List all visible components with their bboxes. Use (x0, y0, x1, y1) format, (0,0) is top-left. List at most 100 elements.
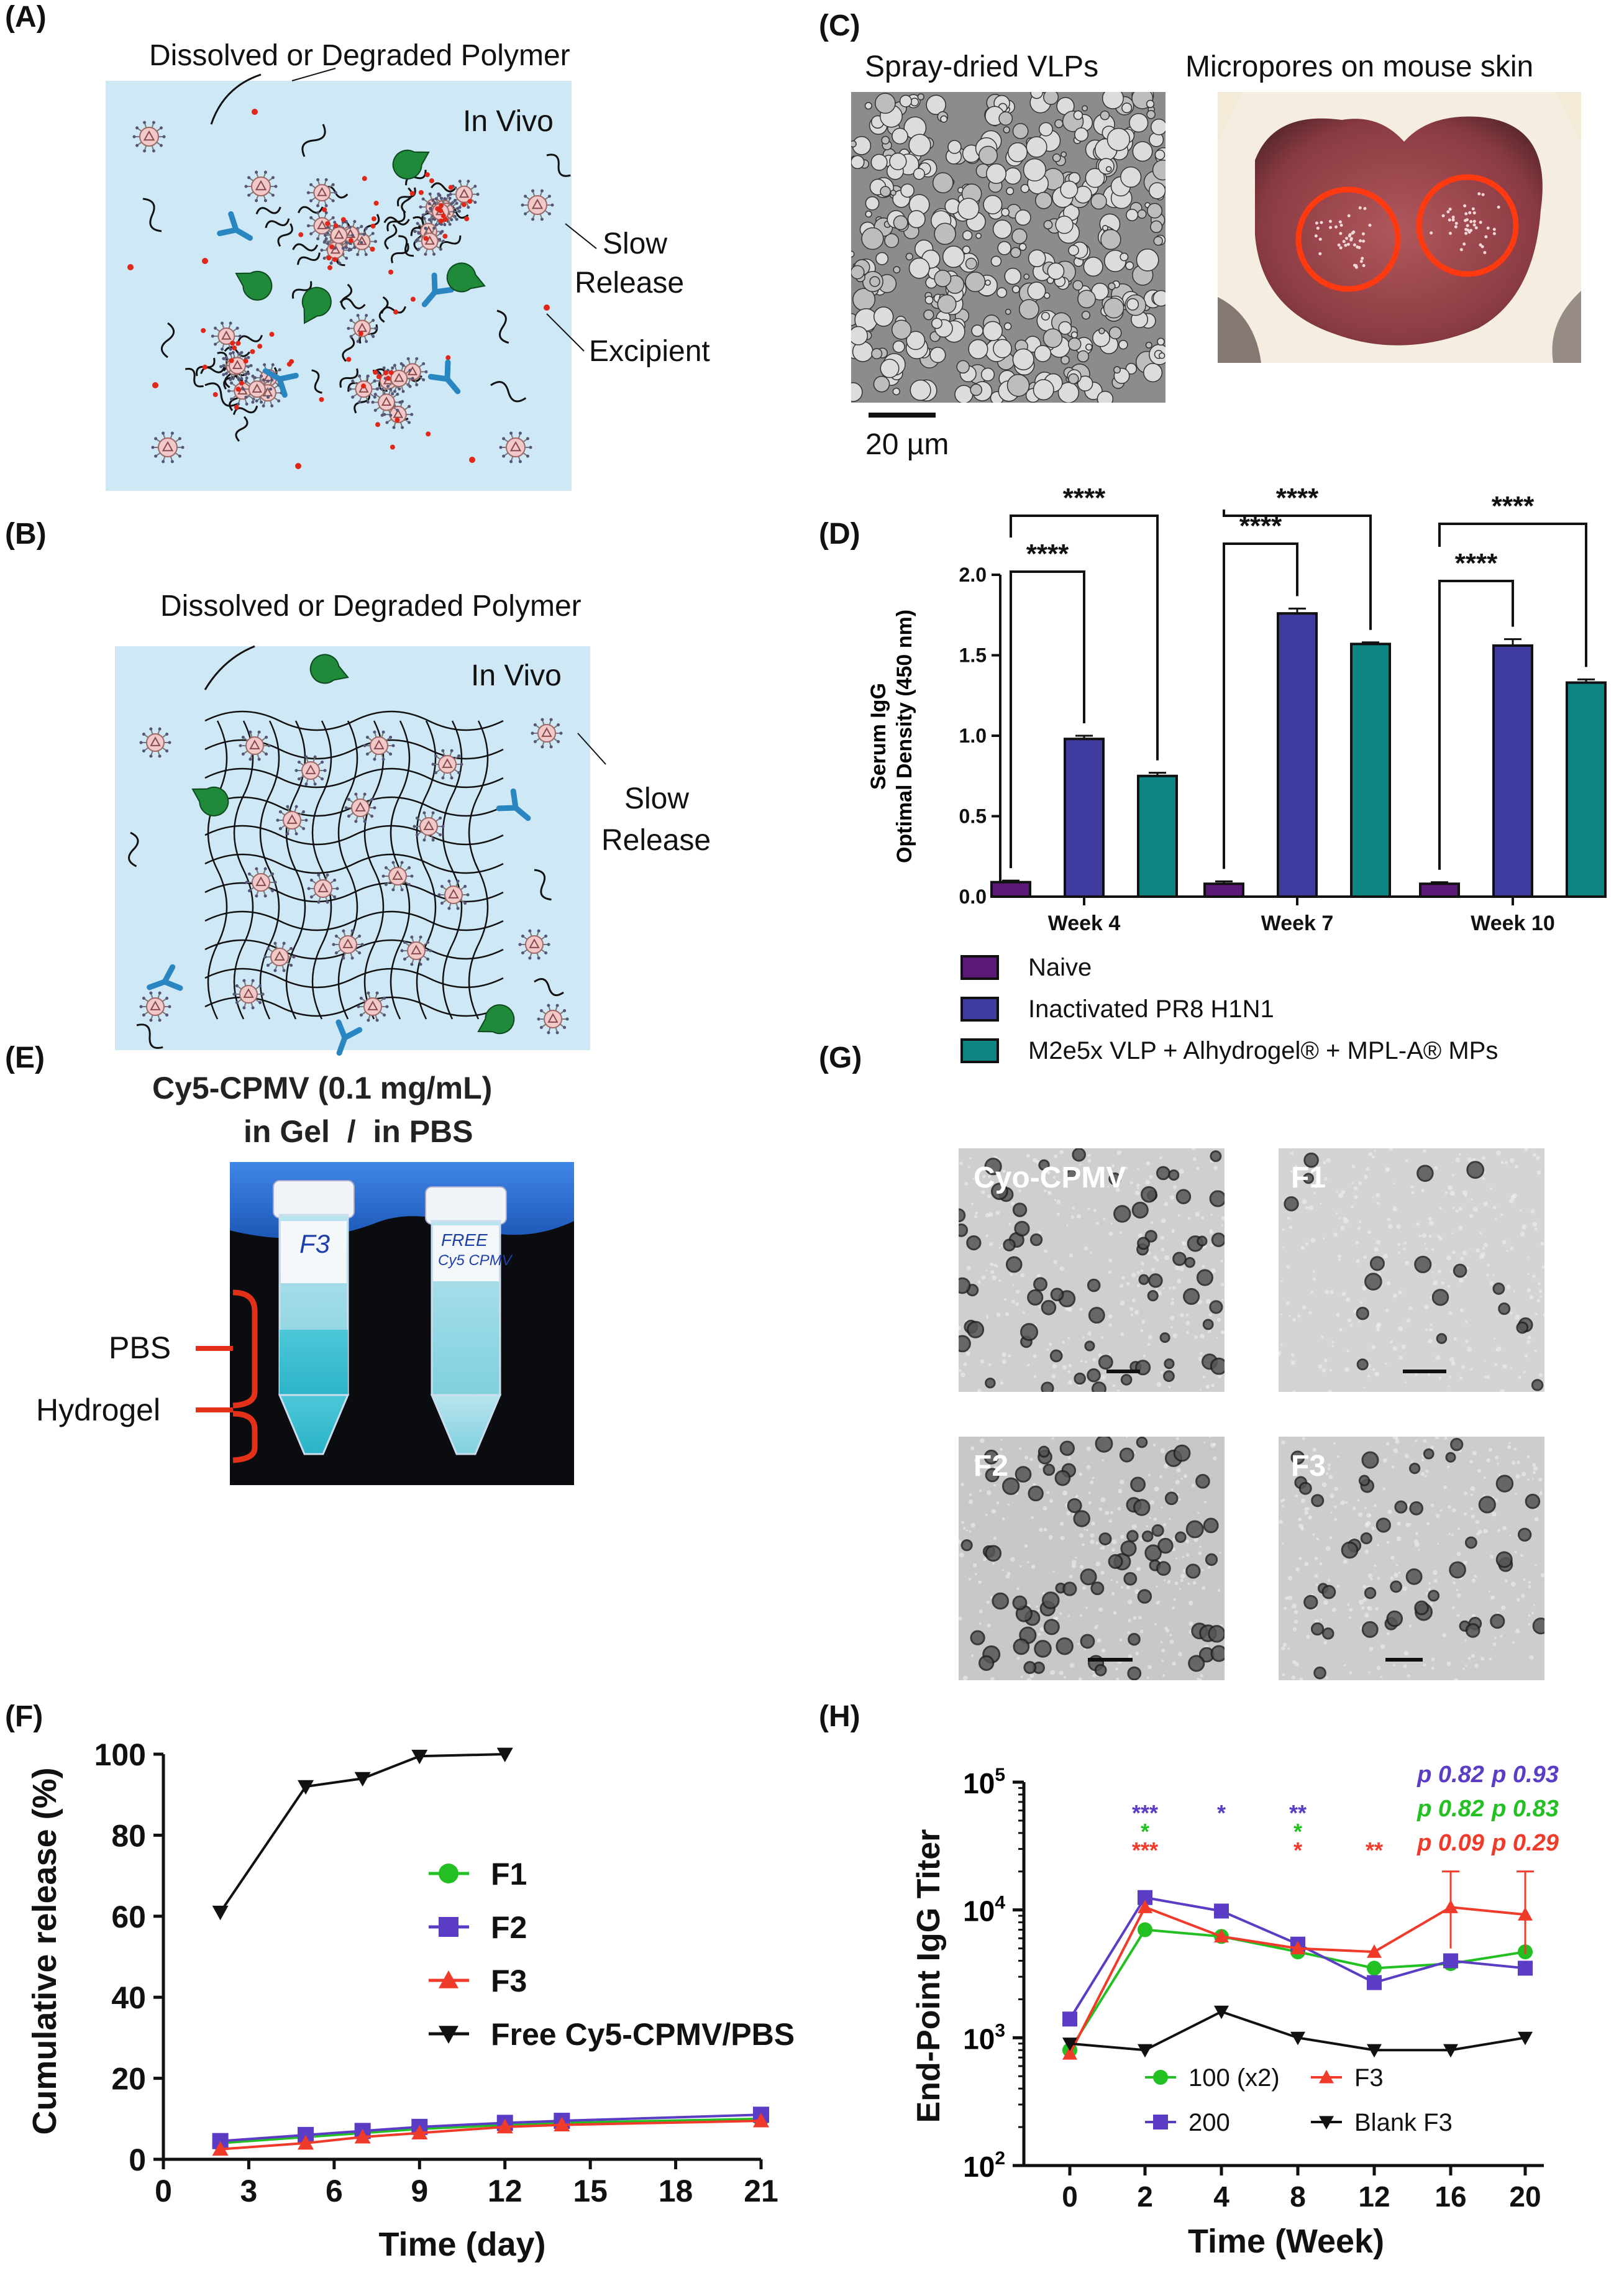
tem-speckle (1091, 1521, 1095, 1526)
tem-speckle (1305, 1205, 1309, 1210)
tem-particle (1196, 1269, 1213, 1286)
y-axis-title: Cumulative release (%) (26, 1767, 63, 2134)
tem-speckle (992, 1562, 995, 1565)
virus-particle-icon (371, 387, 402, 417)
tem-particle (1003, 1238, 1016, 1251)
sem-particle (880, 359, 900, 378)
tem-speckle (1302, 1199, 1307, 1204)
virus-particle-icon (437, 879, 470, 910)
micropore-dot (1479, 221, 1482, 224)
virus-particle-icon (222, 350, 253, 380)
excipient-dot (230, 341, 235, 346)
antibody-icon (335, 1019, 363, 1056)
tem-speckle (1101, 1648, 1106, 1653)
tem-speckle (1216, 1337, 1218, 1339)
tem-speckle (1532, 1463, 1536, 1467)
micropore-dot (1469, 229, 1473, 232)
tem-particle (1364, 1273, 1382, 1291)
tem-particle (1360, 1532, 1372, 1545)
virus-particle-icon (344, 792, 376, 823)
tem-particle (1173, 1444, 1191, 1462)
tem-speckle (1463, 1560, 1467, 1565)
marker-circle (1138, 1922, 1152, 1937)
tem-speckle (1390, 1555, 1395, 1560)
tem-speckle (1444, 1191, 1448, 1194)
sem-particle (1150, 220, 1163, 234)
legend-label: Free Cy5-CPMV/PBS (491, 2017, 795, 2052)
marker-square (1367, 1975, 1382, 1990)
tem-speckle (1095, 1562, 1101, 1567)
tem-speckle (1438, 1376, 1442, 1379)
tem-speckle (1107, 1186, 1110, 1188)
tem-speckle (1428, 1235, 1432, 1238)
sem-particle (1126, 298, 1139, 311)
tem-scale-bar (1385, 1658, 1423, 1662)
polymer-strand (301, 124, 326, 157)
micropore-dot (1342, 240, 1346, 244)
tem-speckle (1086, 1446, 1091, 1451)
tem-speckle (1161, 1649, 1166, 1653)
tem-speckle (1368, 1672, 1371, 1674)
tem-speckle (1038, 1633, 1041, 1636)
sem-particle (913, 168, 925, 180)
significance-stars: *** (1132, 1837, 1158, 1863)
tem-speckle (1406, 1318, 1411, 1323)
virus-particle-icon (357, 991, 389, 1022)
tem-speckle (1515, 1314, 1520, 1320)
tem-speckle (1220, 1283, 1225, 1286)
tem-particle (1386, 1610, 1403, 1627)
tem-speckle (1343, 1559, 1348, 1564)
tem-speckle (1159, 1475, 1163, 1478)
tem-speckle (1495, 1218, 1497, 1220)
vial-label-f3: F3 (299, 1229, 331, 1258)
sem-particle (851, 326, 869, 345)
tem-speckle (1458, 1206, 1462, 1211)
tem-speckle (1321, 1335, 1324, 1338)
tem-speckle (1134, 1310, 1139, 1315)
antibody-icon (421, 272, 455, 308)
tem-speckle (1179, 1169, 1184, 1174)
sem-particle (1152, 159, 1166, 181)
sem-particle (889, 152, 907, 170)
tem-particle (1310, 1622, 1325, 1636)
tem-particle (1119, 1447, 1134, 1463)
tem-speckle (1484, 1242, 1489, 1248)
tem-speckle (1136, 1271, 1141, 1274)
scale-bar (869, 413, 936, 418)
sem-particle (1126, 208, 1139, 222)
polymer-strand (136, 1023, 163, 1049)
sem-particle (908, 134, 931, 157)
virus-particle-icon (332, 929, 364, 960)
tem-speckle (1063, 1676, 1066, 1679)
tem-speckle (1523, 1371, 1526, 1374)
tem-speckle (1196, 1166, 1200, 1171)
tem-particle (1074, 1372, 1086, 1385)
tem-speckle (1018, 1189, 1022, 1193)
tem-speckle (1095, 1542, 1099, 1545)
tem-speckle (1187, 1582, 1190, 1585)
panel-g-label: (G) (819, 1041, 862, 1074)
tem-speckle (1507, 1445, 1512, 1450)
y-tick-label: 40 (111, 1980, 146, 2015)
tem-speckle (977, 1388, 982, 1392)
micropore-dot (1464, 212, 1468, 216)
tem-speckle (1138, 1616, 1143, 1620)
micropore-dot (1448, 218, 1451, 222)
sem-particle (1034, 345, 1052, 362)
tem-speckle (1388, 1224, 1393, 1229)
tem-speckle (1010, 1557, 1015, 1562)
tem-speckle (1300, 1498, 1305, 1503)
sem-particle (982, 321, 1003, 341)
polymer-strand (490, 381, 527, 403)
tem-speckle (1126, 1585, 1130, 1590)
tem-speckle (1199, 1352, 1203, 1355)
tem-speckle (1388, 1148, 1394, 1151)
excipient-dot (373, 201, 379, 206)
tem-particle (992, 1592, 1010, 1610)
legend-label: M2e5x VLP + Alhydrogel® + MPL-A® MPs (1028, 1037, 1498, 1064)
sem-particle (942, 245, 965, 268)
tem-speckle (1512, 1193, 1517, 1199)
tem-speckle (1164, 1463, 1169, 1469)
tem-speckle (1083, 1246, 1088, 1251)
tem-speckle (1490, 1555, 1494, 1558)
